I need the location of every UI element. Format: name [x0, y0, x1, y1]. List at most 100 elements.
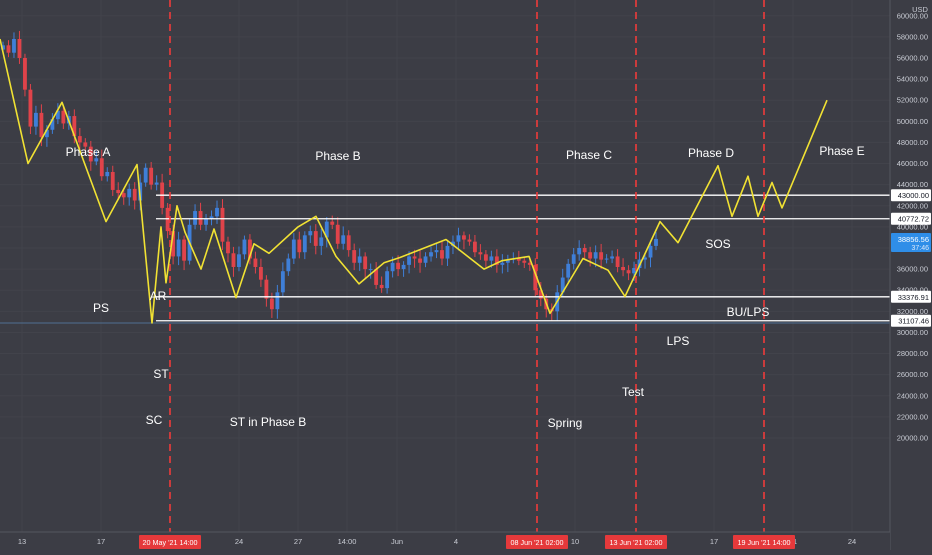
annotation-spring: Spring: [548, 416, 583, 430]
candle-body: [368, 269, 373, 271]
candle-body: [171, 231, 176, 257]
candle-body: [407, 256, 411, 265]
candle-body: [61, 110, 66, 124]
candle-body: [88, 146, 93, 162]
candle-body: [94, 158, 99, 162]
y-tick-label: 52000.00: [897, 96, 928, 105]
candle-body: [643, 257, 647, 260]
y-tick-label: 50000.00: [897, 117, 928, 126]
candle-body: [604, 258, 609, 260]
candle-body: [154, 182, 159, 185]
phase-a-label: Phase A: [66, 145, 111, 159]
candle-body: [280, 271, 285, 293]
candle-body: [478, 252, 483, 255]
y-tick-label: 20000.00: [897, 434, 928, 443]
currency-label: USD: [912, 5, 928, 14]
candle-body: [193, 211, 197, 225]
time-marker-badge-text: 19 Jun '21 14:00: [738, 538, 791, 547]
x-tick-label: 27: [294, 537, 302, 546]
level-price-badge: [891, 212, 931, 225]
candle-body: [127, 188, 132, 198]
candle-body: [374, 269, 379, 285]
candle-body: [472, 241, 477, 253]
phase-c-label: Phase C: [566, 148, 612, 162]
candle-body: [110, 171, 115, 190]
candle-body: [17, 38, 22, 58]
annotation-sos: SOS: [705, 237, 730, 251]
y-tick-label: 40000.00: [897, 222, 928, 231]
candle-body: [182, 239, 187, 261]
level-price-badge-text: 40772.72: [898, 215, 929, 224]
y-tick-label: 44000.00: [897, 180, 928, 189]
time-marker-badge: [605, 535, 667, 549]
candle-body: [44, 129, 49, 138]
candle-body: [209, 216, 214, 219]
candle-body: [346, 235, 351, 251]
candle-body: [121, 193, 126, 198]
candle-body: [390, 262, 395, 272]
candle-body: [34, 112, 38, 127]
candle-body: [297, 239, 302, 253]
candle-body: [258, 266, 263, 280]
time-axis-panel[interactable]: [0, 532, 890, 550]
time-marker-badge: [733, 535, 795, 549]
candle-body: [352, 250, 357, 263]
candle-body: [379, 284, 384, 289]
candle-body: [654, 238, 658, 246]
time-marker-badge: [139, 535, 201, 549]
candle-body: [324, 221, 329, 238]
bar-countdown-text: 37:46: [911, 245, 929, 252]
current-price-text: 38856.56: [898, 235, 929, 244]
annotation-sc: SC: [146, 413, 163, 427]
candle-body: [6, 45, 11, 53]
candle-body: [456, 235, 461, 242]
y-tick-label: 56000.00: [897, 53, 928, 62]
candle-body: [231, 253, 236, 267]
annotation-st: ST: [153, 367, 169, 381]
candle-body: [302, 235, 307, 253]
y-tick-label: 30000.00: [897, 328, 928, 337]
x-tick-label: 10: [571, 537, 579, 546]
axis-badges: 20 May '21 14:00 08 Jun '21 02:00 13 Jun '…: [139, 535, 795, 549]
candle-body: [226, 241, 230, 254]
candle-body: [467, 239, 472, 242]
level-price-badge-text: 31107.46: [898, 317, 929, 326]
candle-body: [522, 260, 527, 263]
level-price-badge: [891, 290, 931, 303]
candle-body: [538, 290, 543, 299]
x-tick-label: 24: [848, 537, 856, 546]
candle-body: [599, 252, 604, 260]
wyckoff-schematic-line: [0, 38, 828, 324]
candle-body: [237, 254, 241, 267]
current-price-badge: [891, 232, 931, 252]
x-tick-label: 24: [235, 537, 243, 546]
candle-body: [571, 254, 576, 264]
candle-body: [313, 231, 318, 246]
x-tick-label: 17: [97, 537, 105, 546]
candle-body: [77, 136, 82, 143]
candle-body: [363, 256, 368, 270]
annotation-lps: LPS: [667, 334, 690, 348]
candle-body: [116, 189, 121, 194]
candle-body: [253, 258, 258, 267]
time-marker-badge: [506, 535, 568, 549]
y-tick-label: 34000.00: [897, 286, 928, 295]
candle-body: [632, 268, 636, 274]
x-tick-label: 4: [454, 537, 458, 546]
candle-body: [264, 279, 269, 299]
price-axis-panel[interactable]: [890, 0, 932, 550]
candle-body: [429, 252, 433, 257]
candle-body: [401, 264, 406, 270]
candle-body: [505, 259, 510, 263]
candle-body: [418, 258, 422, 263]
candle-body: [412, 256, 417, 259]
x-tick-label: 13: [18, 537, 26, 546]
candle-body: [385, 271, 390, 289]
phase-b-label: Phase B: [315, 149, 360, 163]
candle-body: [582, 247, 587, 253]
candle-body: [462, 235, 466, 240]
candle-body: [451, 241, 455, 246]
